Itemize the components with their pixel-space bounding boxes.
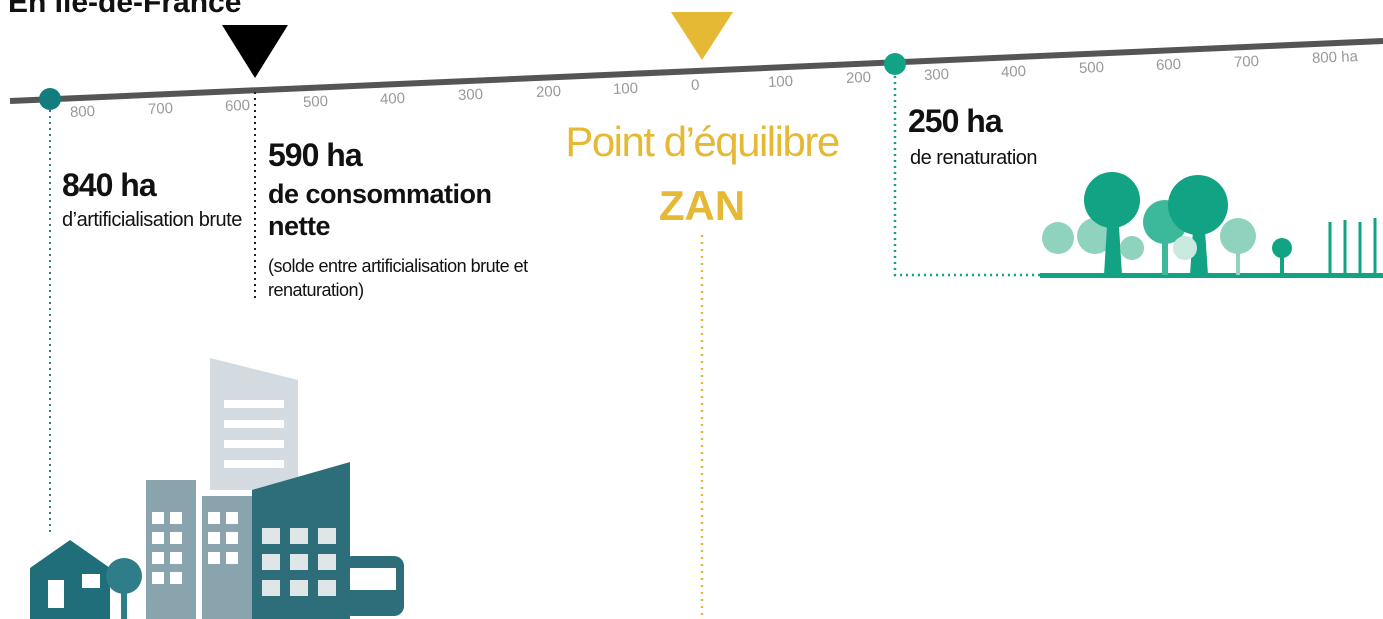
scale-label: 600 — [225, 97, 251, 115]
scale-label: 800 — [70, 103, 96, 121]
scale-label: 400 — [1001, 63, 1027, 81]
renaturation-text: de renaturation — [910, 146, 1037, 170]
renaturation-dot — [884, 53, 906, 75]
scale-label: 200 — [535, 83, 561, 101]
city-icon — [30, 358, 404, 619]
net-value: 590 ha — [268, 138, 362, 172]
scale-label: 300 — [923, 66, 949, 84]
net-text: de consommation nette — [268, 178, 538, 242]
gross-dot — [39, 88, 61, 110]
scale-label: 600 — [1156, 56, 1182, 74]
balance-subtitle: ZAN — [520, 182, 884, 230]
gross-text: d’artificialisation brute — [62, 208, 242, 232]
scale-label: 800 ha — [1311, 48, 1358, 67]
scale-label: 300 — [458, 86, 484, 104]
net-note: (solde entre artificialisation brute et … — [268, 254, 528, 302]
scale-label: 100 — [768, 73, 794, 91]
scale-label: 200 — [846, 69, 872, 87]
scale-label: 400 — [380, 90, 406, 108]
scale-label: 700 — [1234, 52, 1260, 70]
scale-label: 500 — [302, 93, 328, 111]
page: En Île-de-France 800 700 600 500 400 300 200 10… — [0, 0, 1383, 619]
net-marker — [222, 25, 288, 78]
gross-value: 840 ha — [62, 168, 156, 202]
balance-title: Point d’équilibre — [520, 118, 884, 166]
scale-label: 0 — [690, 77, 699, 94]
scale-label: 700 — [147, 100, 173, 118]
scale-label: 500 — [1078, 59, 1104, 77]
balance-marker — [671, 12, 733, 60]
title: En Île-de-France — [8, 0, 241, 20]
renaturation-value: 250 ha — [908, 104, 1002, 138]
nature-icon — [1040, 172, 1383, 278]
scale-label: 100 — [613, 80, 639, 98]
